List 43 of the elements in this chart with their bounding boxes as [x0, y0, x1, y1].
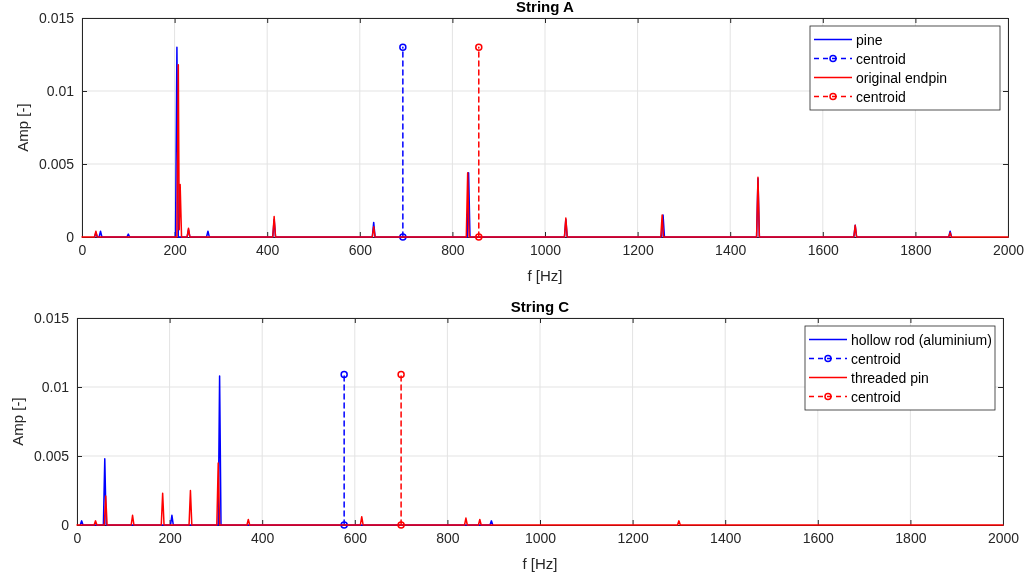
x-tick-label: 1000: [529, 241, 562, 258]
legend-label: threaded pin: [851, 369, 929, 386]
chart-title: String C: [510, 298, 570, 315]
x-tick-label: 1600: [807, 241, 840, 258]
x-tick-label: 0: [78, 241, 87, 258]
y-tick-label: 0.005: [33, 447, 70, 464]
x-tick-label: 800: [441, 241, 465, 258]
legend-label: centroid: [851, 388, 901, 405]
x-tick-label: 2000: [992, 241, 1024, 258]
legend-label: hollow rod (aluminium): [851, 331, 992, 348]
x-tick-label: 600: [343, 529, 368, 546]
x-tick-label: 200: [158, 529, 182, 546]
legend-label: original endpin: [856, 69, 948, 86]
chart-title: String A: [516, 0, 575, 15]
x-tick-label: 1200: [617, 529, 649, 546]
legend-label: centroid: [856, 50, 906, 67]
legend-label: centroid: [851, 350, 901, 367]
x-tick-label: 1800: [895, 529, 927, 546]
y-tick-label: 0.015: [38, 9, 75, 26]
legend-label: pine: [856, 31, 883, 48]
x-tick-label: 1000: [524, 529, 557, 546]
x-axis-title: f [Hz]: [527, 267, 563, 284]
x-tick-label: 1200: [622, 241, 654, 258]
y-tick-label: 0.015: [33, 309, 70, 326]
y-axis-title: Amp [-]: [9, 397, 26, 446]
x-tick-label: 800: [436, 529, 460, 546]
x-tick-label: 1400: [710, 529, 742, 546]
y-tick-label: 0: [66, 228, 75, 245]
y-tick-label: 0.01: [46, 82, 75, 99]
x-tick-label: 2000: [987, 529, 1020, 546]
x-tick-label: 400: [251, 529, 275, 546]
x-axis-title: f [Hz]: [522, 555, 558, 572]
y-tick-label: 0.005: [38, 155, 75, 172]
y-tick-label: 0.01: [41, 378, 70, 395]
x-tick-label: 400: [256, 241, 280, 258]
x-tick-label: 200: [163, 241, 187, 258]
y-axis-title: Amp [-]: [14, 103, 31, 152]
y-tick-label: 0: [61, 516, 70, 533]
x-tick-label: 1800: [900, 241, 932, 258]
legend-label: centroid: [856, 88, 906, 105]
x-tick-label: 1400: [715, 241, 747, 258]
x-tick-label: 600: [348, 241, 373, 258]
x-tick-label: 1600: [802, 529, 835, 546]
